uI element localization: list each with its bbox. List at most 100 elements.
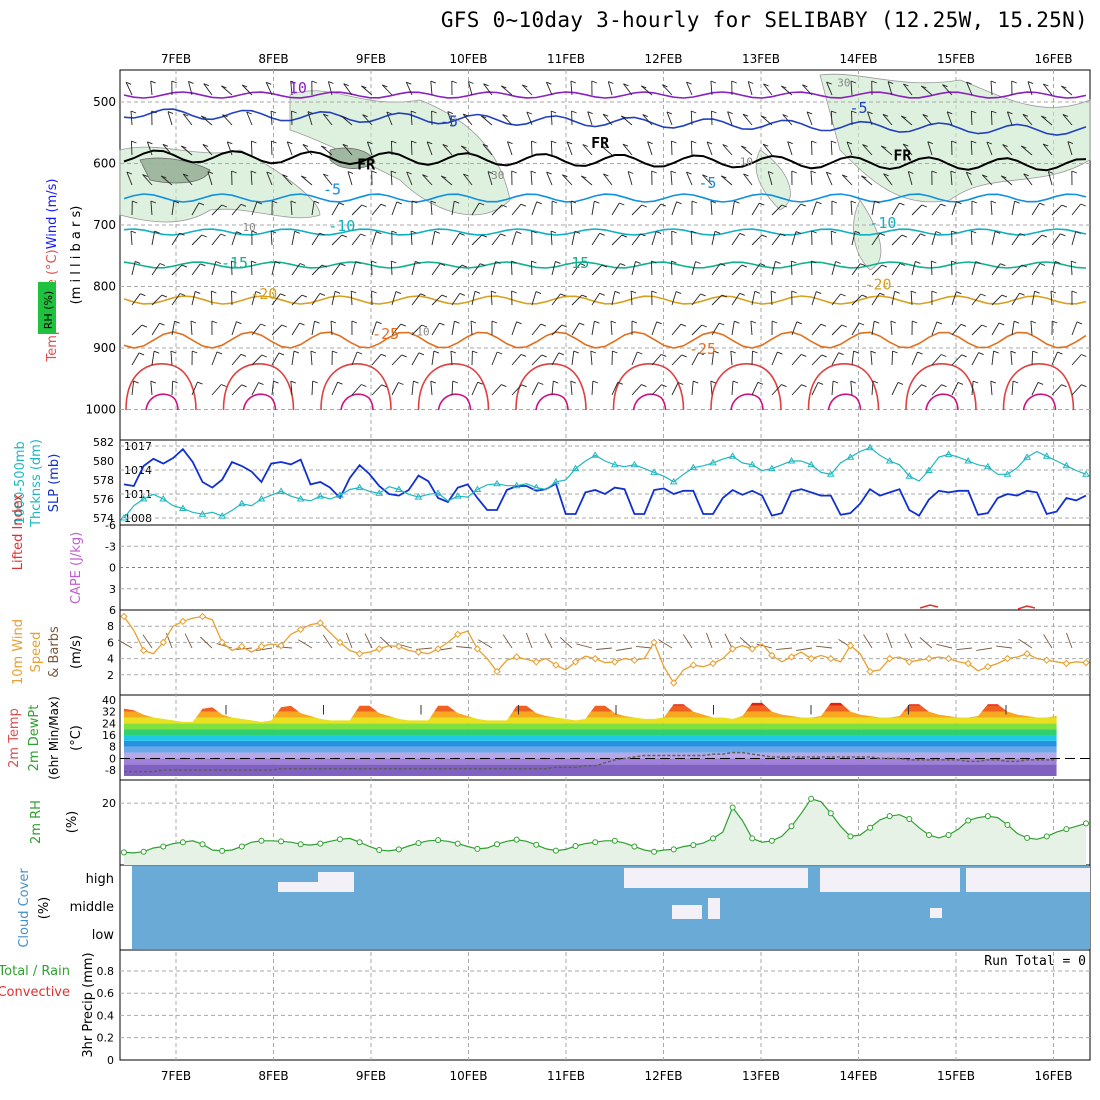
wind10-marker [552, 661, 560, 669]
wind-barb-flag [361, 204, 367, 208]
wind-barb [742, 113, 753, 126]
wind-barb [971, 261, 977, 276]
thickness-marker [866, 443, 874, 451]
lifted-tick-label: 6 [109, 604, 116, 617]
wind-barb [271, 381, 274, 396]
wind-barb-flag [1080, 203, 1086, 207]
wind-barb [851, 110, 853, 126]
wind-barb-flag [141, 324, 148, 328]
wind-barb-flag [550, 230, 557, 234]
wind-barb [851, 351, 855, 366]
wind-barb-flag [780, 233, 786, 237]
wind-barb [551, 352, 560, 366]
x-tick-label-bottom: 7FEB [161, 1069, 191, 1083]
rh-marker [749, 835, 756, 842]
wind-barb [771, 261, 776, 276]
wind-barb [507, 141, 513, 156]
wind-barb [891, 350, 894, 366]
wind10-barb [1066, 632, 1073, 649]
wind-barb-flag [459, 232, 465, 236]
wind-barb-flag [621, 115, 627, 119]
wind-barb-flag [761, 234, 768, 238]
wind-barb-flag [795, 231, 802, 235]
temp-tick-label: 16 [102, 729, 116, 742]
wind-barb-flag [1048, 171, 1054, 174]
wind-barb [191, 202, 200, 216]
wind-barb-flag [480, 263, 486, 267]
wind-barb-flag [459, 292, 465, 296]
wind-barb [811, 354, 823, 366]
wind-barb-flag [661, 353, 667, 357]
wind-barb [151, 351, 155, 366]
rh-marker [494, 841, 501, 848]
precip-tick-label: 0.6 [97, 987, 115, 1000]
lifted-tick-label: -6 [105, 519, 116, 532]
wind-barb-flag [608, 81, 614, 84]
wind-barb-flag [971, 230, 977, 234]
wind-barb-flag [161, 175, 167, 179]
wind-barb-flag [956, 201, 962, 205]
wind-barb-flag [1071, 170, 1077, 174]
wind-barb [271, 324, 283, 336]
wind-barb [981, 174, 993, 186]
thickness-marker [336, 491, 344, 498]
wind-barb-flag [811, 140, 817, 144]
wind-barb-flag [862, 144, 868, 148]
wind-barb [290, 81, 293, 96]
wind-barb-flag [371, 170, 377, 174]
wind-barb-flag [538, 382, 544, 385]
wind-barb-flag [321, 145, 327, 149]
wind-barb-flag [879, 232, 886, 236]
wind-barb-flag [531, 140, 537, 144]
wind-barb-flag [130, 230, 137, 234]
wind-barb-flag [846, 141, 853, 145]
wind10-marker [1062, 659, 1071, 668]
wind-barb [391, 323, 402, 336]
wind-barb [467, 81, 473, 96]
wind-barb [702, 174, 713, 186]
wind-barb [487, 171, 493, 186]
wind-barb [125, 82, 133, 96]
cloud-gap [318, 872, 330, 892]
wind-barb [650, 260, 653, 276]
wind-barb-flag [150, 80, 156, 84]
isotherm-line [123, 149, 1087, 172]
rh-marker [238, 843, 245, 850]
wind-barb-flag [651, 290, 657, 294]
wind-barb-flag [936, 321, 943, 325]
x-tick-label-bottom: 15FEB [937, 1069, 975, 1083]
wind-barb-flag [641, 85, 647, 89]
isotherm-label: -10 [328, 217, 355, 235]
wind-barb [371, 384, 382, 396]
isotherm-label: -15 [562, 254, 589, 272]
wind-barb-flag [742, 113, 749, 117]
isotherm-warm-loop [807, 363, 880, 411]
thickness-marker [689, 463, 698, 471]
thickness-marker [1003, 470, 1012, 477]
wind-barb-flag [201, 115, 207, 119]
wind-barb [150, 81, 153, 96]
wind-barb-flag [642, 114, 648, 118]
wind-barb [471, 202, 480, 216]
wind-barb-flag [570, 80, 577, 84]
temp-tick-label: 40 [102, 694, 116, 707]
wind10-marker [493, 667, 501, 676]
wind-barb-flag [714, 230, 721, 234]
wind-barb [331, 202, 340, 216]
wind-barb-flag [481, 234, 488, 238]
wind-barb [151, 231, 156, 246]
isotherm-label: -25 [689, 340, 716, 358]
temp-band [124, 711, 1057, 718]
wind10-marker [689, 661, 698, 669]
wind-barb-flag [771, 320, 778, 324]
wind-barb [881, 145, 893, 156]
wind-barb-flag [380, 203, 387, 207]
wind-barb [1031, 291, 1036, 306]
wind-barb-flag [553, 380, 559, 384]
wind-barb-flag [796, 321, 802, 325]
wind-barb-flag [202, 143, 209, 147]
wind-barb-flag [246, 111, 252, 115]
wind-barb-flag [713, 350, 719, 354]
wind-barb [610, 320, 613, 336]
x-tick-label-bottom: 8FEB [258, 1069, 288, 1083]
